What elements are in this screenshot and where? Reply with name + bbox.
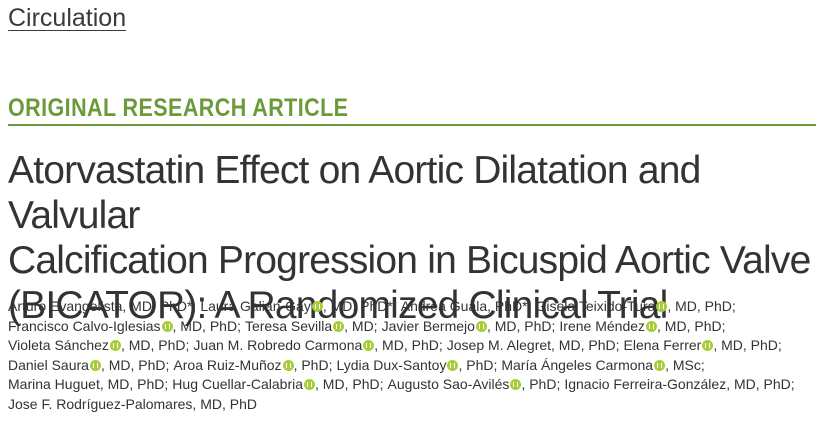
author: Andrea Guala, PhD*; [401,298,532,314]
author-credentials: , MD, PhD; [99,376,169,392]
author-credentials: , MD, PhD [192,395,257,412]
author-credentials: , MD, PhD; [100,356,170,373]
author: Elena Ferrer , MD, PhD; [624,337,782,353]
author-name[interactable]: María Ángeles Carmona [501,356,654,373]
author-name[interactable]: Ignacio Ferreira-González [564,376,727,392]
author: Javier Bermejo , MD, PhD; [382,318,556,334]
orcid-icon[interactable] [282,359,294,371]
author-name[interactable]: Javier Bermejo [381,317,475,334]
author-credentials: , MD, PhD; [172,317,241,334]
orcid-icon[interactable] [475,320,487,332]
orcid-icon[interactable] [654,359,666,371]
author: Hug Cuellar-Calabria , MD, PhD; [172,376,383,392]
author-name[interactable]: Violeta Sánchez [8,337,109,353]
orcid-icon[interactable] [510,379,522,390]
author-credentials: , MD, PhD; [315,376,384,392]
author-line: Daniel Saura , MD, PhD; Aroa Ruiz-Muñoz , P… [8,356,799,376]
author: María Ángeles Carmona , MSc; [501,357,704,373]
author: Teresa Sevilla , MD; [245,318,378,334]
journal-name[interactable]: Circulation [8,4,127,32]
orcid-icon[interactable] [109,340,121,351]
author-credentials: , MSc; [665,356,705,373]
divider [8,124,816,126]
author-name[interactable]: Teresa Sevilla [244,317,333,334]
orcid-icon[interactable] [656,301,668,312]
author-credentials: , MD, PhD; [726,376,795,392]
author-credentials: , MD, PhD; [667,298,736,314]
title-line: Atorvastatin Effect on Aortic Dilatation… [8,149,701,237]
author-name[interactable]: Laura Galian-Gay [200,298,311,314]
author-line: Marina Huguet, MD, PhD; Hug Cuellar-Calab… [8,375,799,395]
author-name[interactable]: Gisela Teixido-Tura [535,298,656,314]
author-name[interactable]: Irene Méndez [559,317,646,334]
author-name[interactable]: Juan M. Robredo Carmona [193,337,363,353]
author-name[interactable]: Augusto Sao-Avilés [387,376,510,392]
orcid-icon[interactable] [304,379,316,390]
author-credentials: , MD, PhD; [120,337,190,353]
author: Jose F. Rodríguez-Palomares, MD, PhD [8,396,257,412]
author: Gisela Teixido-Tura , MD, PhD; [536,298,736,314]
author-credentials: , PhD; [293,356,333,373]
author: Violeta Sánchez , MD, PhD; [8,337,189,353]
author-name[interactable]: Aroa Ruiz-Muñoz [173,356,282,373]
author-name[interactable]: Josep M. Alegret [446,337,552,353]
orcid-icon[interactable] [702,340,714,351]
title-line: Calcification Progression in Bicuspid Ao… [8,239,811,282]
author-name[interactable]: Hug Cuellar-Calabria [172,376,304,392]
author-credentials: , MD, PhD*; [122,298,197,314]
author-name[interactable]: Andrea Guala [400,298,488,314]
author: Daniel Saura , MD, PhD; [8,357,169,373]
author: Francisco Calvo-Iglesias , MD, PhD; [8,318,241,334]
author-credentials: , MD, PhD; [551,337,620,353]
author-credentials: , PhD; [458,356,498,373]
author-line: Violeta Sánchez, MD, PhD; Juan M. Robredo… [8,336,799,356]
author-name[interactable]: Lydia Dux-Santoy [336,356,447,373]
author-name[interactable]: Arturo Evangelista [8,298,123,314]
author: Lydia Dux-Santoy , PhD; [336,357,497,373]
author: Irene Méndez , MD, PhD; [559,318,725,334]
author-credentials: , PhD*; [487,298,532,314]
author-name[interactable]: Francisco Calvo-Iglesias [8,317,161,334]
author: Josep M. Alegret, MD, PhD; [447,337,620,353]
orcid-icon[interactable] [311,301,323,312]
title-line: (BICATOR): A Randomized Clinical Trial [8,284,668,327]
author: Arturo Evangelista, MD, PhD*; [8,298,196,314]
orcid-icon[interactable] [333,320,345,332]
orcid-icon[interactable] [363,340,375,351]
author-line: Francisco Calvo-Iglesias, MD, PhD; Teresa… [8,317,799,337]
author-credentials: , PhD; [521,376,561,392]
author-line: Arturo Evangelista, MD, PhD*; Laura Galia… [8,297,799,317]
author-name[interactable]: Daniel Saura [8,356,89,373]
author: Aroa Ruiz-Muñoz , PhD; [173,357,332,373]
author-credentials: , MD, PhD; [486,317,556,334]
author-credentials: , MD, PhD; [657,317,726,334]
author: Ignacio Ferreira-González, MD, PhD; [564,376,794,392]
author-credentials: , MD, PhD; [374,337,443,353]
author-name[interactable]: Jose F. Rodríguez-Palomares [8,395,193,412]
author-credentials: , MD, PhD*; [322,298,397,314]
orcid-icon[interactable] [447,359,459,371]
author-name[interactable]: Marina Huguet [8,376,100,392]
author-credentials: , MD, PhD; [713,337,782,353]
article-title: Atorvastatin Effect on Aortic Dilatation… [8,148,821,328]
author: Augusto Sao-Avilés , PhD; [388,376,561,392]
author-name[interactable]: Elena Ferrer [623,337,702,353]
author-line: Jose F. Rodríguez-Palomares, MD, PhD [8,395,799,415]
author: Laura Galian-Gay , MD, PhD*; [200,298,396,314]
orcid-icon[interactable] [646,320,658,332]
author: Marina Huguet, MD, PhD; [8,376,168,392]
orcid-icon[interactable] [161,320,173,332]
author-list: Arturo Evangelista, MD, PhD*; Laura Galia… [8,297,799,414]
author: Juan M. Robredo Carmona , MD, PhD; [193,337,442,353]
article-type: ORIGINAL RESEARCH ARTICLE [8,94,349,122]
orcid-icon[interactable] [89,359,101,371]
author-credentials: , MD; [344,317,378,334]
